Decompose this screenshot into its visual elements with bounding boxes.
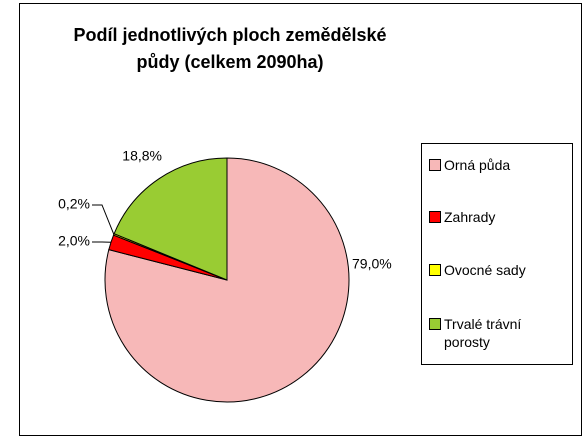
legend-label: Orná půda — [444, 157, 511, 173]
legend-item: Zahrady — [429, 208, 569, 226]
legend-swatch — [429, 318, 441, 330]
legend: Orná půda Zahrady Ovocné sady Trvalé trávní… — [421, 143, 573, 365]
legend-item: Trvalé trávní porosty — [429, 315, 569, 351]
data-label: 2,0% — [58, 233, 90, 249]
chart-frame — [19, 3, 582, 436]
data-label: 0,2% — [58, 196, 90, 212]
legend-swatch — [429, 159, 441, 171]
legend-item: Ovocné sady — [429, 261, 569, 279]
legend-swatch — [429, 264, 441, 276]
legend-label: Zahrady — [444, 209, 496, 225]
chart-title: Podíl jednotlivých ploch zemědělské půdy… — [73, 25, 387, 72]
pie-slice — [113, 157, 228, 281]
data-label: 18,8% — [122, 148, 162, 164]
legend-label: Ovocné sady — [444, 262, 526, 278]
leader-line — [92, 204, 115, 235]
data-label: 79,0% — [352, 256, 392, 272]
legend-item: Orná půda — [429, 156, 569, 174]
legend-swatch — [429, 211, 441, 223]
legend-label: Trvalé trávní porosty — [444, 316, 522, 350]
